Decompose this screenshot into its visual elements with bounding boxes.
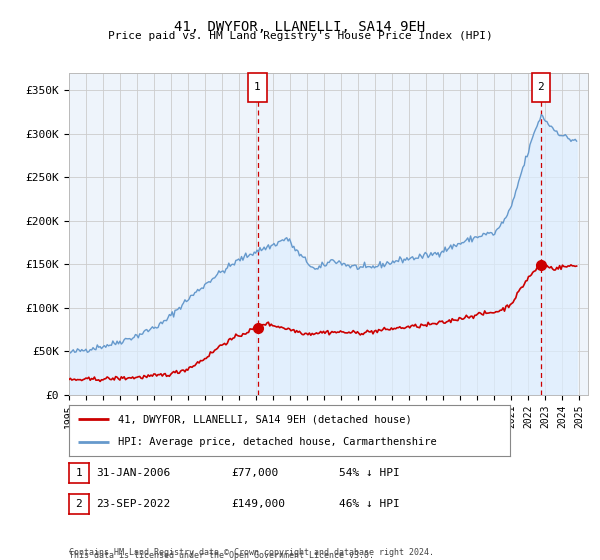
Bar — [248, 73, 267, 102]
Text: 2: 2 — [76, 499, 82, 509]
Text: This data is licensed under the Open Government Licence v3.0.: This data is licensed under the Open Gov… — [69, 551, 374, 560]
Text: Price paid vs. HM Land Registry's House Price Index (HPI): Price paid vs. HM Land Registry's House … — [107, 31, 493, 41]
Text: 41, DWYFOR, LLANELLI, SA14 9EH: 41, DWYFOR, LLANELLI, SA14 9EH — [175, 20, 425, 34]
Text: £77,000: £77,000 — [231, 468, 278, 478]
Text: 1: 1 — [76, 468, 82, 478]
Text: HPI: Average price, detached house, Carmarthenshire: HPI: Average price, detached house, Carm… — [118, 437, 436, 447]
Text: Contains HM Land Registry data © Crown copyright and database right 2024.: Contains HM Land Registry data © Crown c… — [69, 548, 434, 557]
Bar — [532, 73, 550, 102]
Text: 2: 2 — [538, 82, 544, 92]
Text: 46% ↓ HPI: 46% ↓ HPI — [339, 499, 400, 509]
Text: 1: 1 — [254, 82, 261, 92]
Text: 54% ↓ HPI: 54% ↓ HPI — [339, 468, 400, 478]
Text: 41, DWYFOR, LLANELLI, SA14 9EH (detached house): 41, DWYFOR, LLANELLI, SA14 9EH (detached… — [118, 414, 411, 424]
Text: £149,000: £149,000 — [231, 499, 285, 509]
Text: 23-SEP-2022: 23-SEP-2022 — [96, 499, 170, 509]
Text: 31-JAN-2006: 31-JAN-2006 — [96, 468, 170, 478]
